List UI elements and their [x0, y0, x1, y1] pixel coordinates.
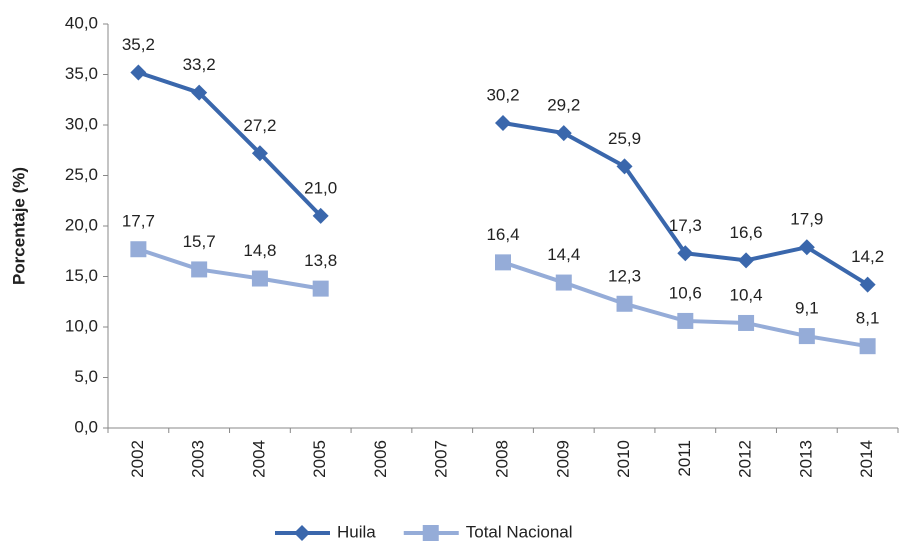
point — [191, 84, 208, 101]
point — [677, 312, 694, 329]
legend-item: Total Nacional — [403, 522, 573, 541]
y-tick-label: 25,0 — [65, 165, 98, 184]
x-tick-label: 2006 — [371, 440, 390, 478]
point — [616, 158, 633, 175]
point — [495, 254, 511, 271]
y-tick-label: 35,0 — [65, 64, 98, 83]
data-label: 30,2 — [486, 85, 519, 104]
point — [859, 338, 876, 355]
data-label: 17,3 — [669, 216, 702, 235]
data-label: 14,2 — [851, 247, 884, 266]
legend-label: Total Nacional — [466, 522, 573, 541]
y-tick-label: 0,0 — [74, 417, 98, 436]
data-label: 17,7 — [122, 212, 155, 231]
y-tick-label: 20,0 — [65, 215, 98, 234]
data-label: 16,4 — [486, 225, 519, 244]
point — [130, 64, 147, 81]
point — [312, 207, 329, 224]
x-tick-label: 2007 — [432, 440, 451, 478]
point — [251, 145, 268, 162]
data-label: 16,6 — [730, 223, 763, 242]
point — [312, 280, 329, 297]
x-tick-label: 2008 — [492, 440, 511, 478]
point — [130, 241, 147, 258]
data-label: 13,8 — [304, 251, 337, 270]
data-label: 29,2 — [547, 96, 580, 115]
point — [859, 276, 876, 293]
legend-label: Huila — [337, 522, 376, 541]
data-label: 25,9 — [608, 129, 641, 148]
data-label: 15,7 — [183, 232, 216, 251]
point — [616, 295, 633, 312]
y-tick-label: 10,0 — [65, 316, 98, 335]
data-label: 9,1 — [795, 299, 819, 318]
data-label: 17,9 — [790, 210, 823, 229]
point — [495, 114, 511, 131]
point — [191, 261, 208, 278]
data-label: 14,8 — [243, 241, 276, 260]
data-label: 10,6 — [669, 283, 702, 302]
data-label: 10,4 — [730, 285, 763, 304]
y-axis-label: Porcentaje (%) — [9, 167, 28, 285]
x-tick-label: 2012 — [736, 440, 755, 478]
y-tick-label: 15,0 — [65, 266, 98, 285]
y-tick-label: 30,0 — [65, 114, 98, 133]
y-tick-label: 5,0 — [74, 367, 98, 386]
point — [555, 274, 572, 291]
data-label: 12,3 — [608, 266, 641, 285]
x-tick-label: 2010 — [614, 440, 633, 478]
x-tick-label: 2004 — [249, 440, 268, 478]
point — [677, 245, 694, 262]
x-tick-label: 2013 — [796, 440, 815, 478]
data-label: 27,2 — [243, 116, 276, 135]
data-label: 35,2 — [122, 35, 155, 54]
data-label: 21,0 — [304, 178, 337, 197]
legend-marker — [294, 525, 310, 541]
data-label: 14,4 — [547, 245, 580, 264]
legend-item: Huila — [275, 522, 376, 541]
x-tick-label: 2011 — [675, 440, 694, 477]
point — [798, 328, 815, 345]
data-label: 33,2 — [183, 55, 216, 74]
point — [555, 125, 572, 142]
point — [798, 239, 815, 256]
x-tick-label: 2005 — [310, 440, 329, 478]
point — [738, 252, 755, 269]
x-tick-label: 2014 — [857, 440, 876, 478]
x-tick-label: 2009 — [553, 440, 572, 478]
y-tick-label: 40,0 — [65, 13, 98, 32]
point — [251, 270, 268, 287]
data-label: 8,1 — [856, 309, 880, 328]
x-tick-label: 2003 — [189, 440, 208, 478]
point — [738, 314, 755, 331]
legend-marker — [422, 525, 439, 541]
x-tick-label: 2002 — [128, 440, 147, 478]
